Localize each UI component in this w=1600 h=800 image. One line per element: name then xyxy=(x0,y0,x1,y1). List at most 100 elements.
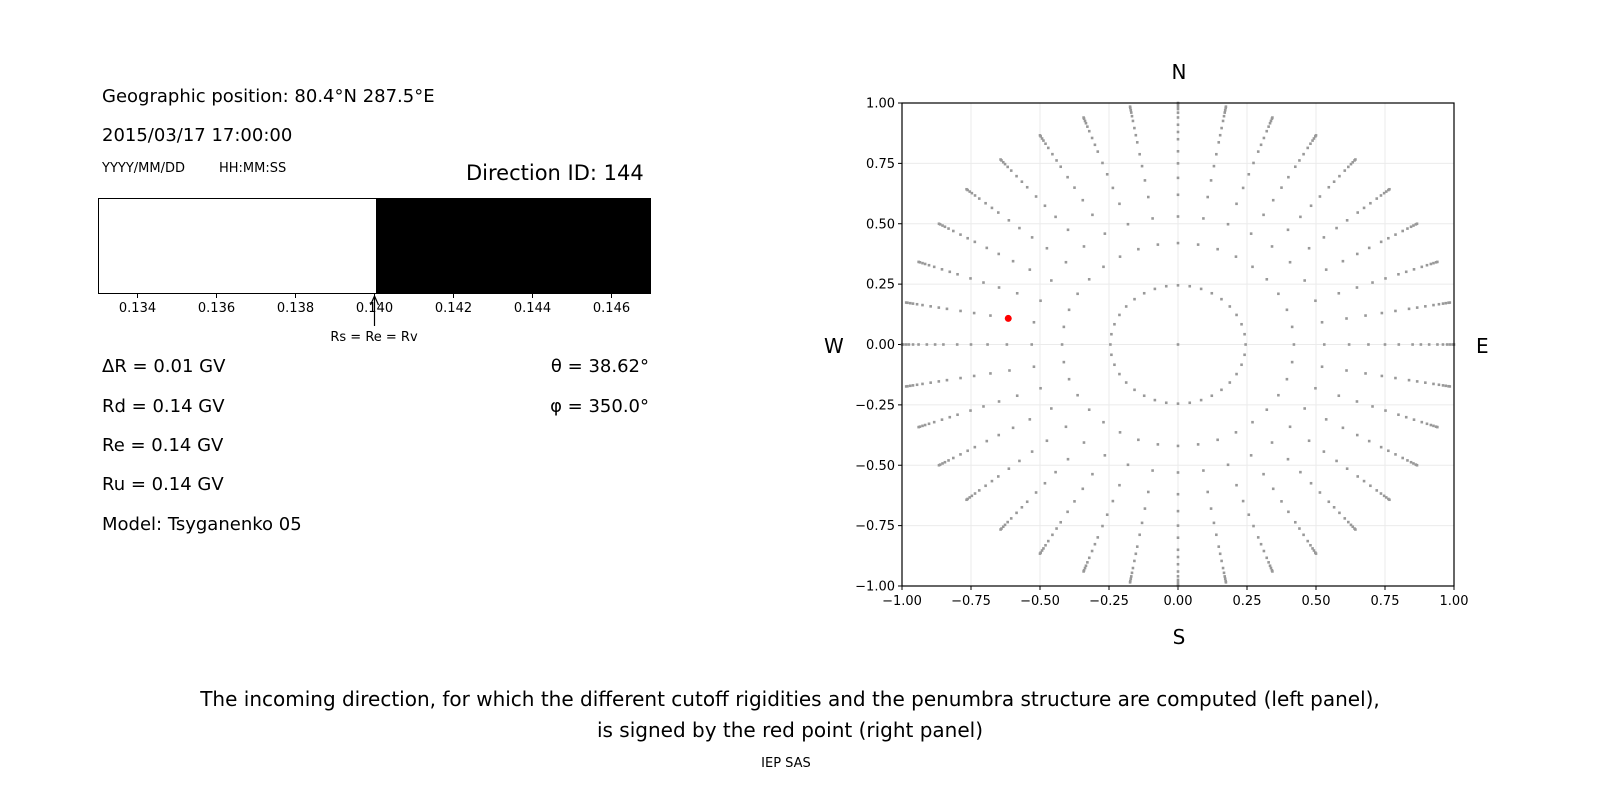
direction-point xyxy=(1303,407,1306,410)
direction-point xyxy=(1083,119,1087,123)
direction-point xyxy=(904,301,908,304)
direction-point xyxy=(1367,439,1371,443)
direction-point xyxy=(1176,116,1180,119)
direction-point xyxy=(1407,307,1411,311)
direction-point xyxy=(1268,564,1272,568)
direction-point xyxy=(917,260,920,264)
direction-point xyxy=(1244,343,1247,346)
direction-point xyxy=(986,343,989,346)
direction-point xyxy=(1054,470,1057,474)
direction-point xyxy=(1290,360,1294,364)
direction-point xyxy=(921,261,924,265)
direction-point xyxy=(1028,268,1032,271)
direction-point xyxy=(1369,484,1372,488)
direction-point xyxy=(941,462,944,465)
direction-point xyxy=(1133,126,1136,130)
direction-point xyxy=(1447,384,1450,388)
direction-point xyxy=(1322,450,1326,453)
plot-frame xyxy=(901,102,1455,587)
direction-point xyxy=(1032,365,1036,369)
direction-point xyxy=(1262,472,1265,476)
direction-point xyxy=(965,498,968,502)
direction-point xyxy=(1354,528,1357,531)
cutoff-label: Rs = Re = Rv xyxy=(330,330,418,345)
direction-point xyxy=(1176,524,1180,527)
direction-point xyxy=(1223,108,1227,112)
direction-point xyxy=(1285,308,1289,312)
direction-point xyxy=(911,343,915,346)
direction-point xyxy=(1432,424,1435,428)
direction-point xyxy=(1259,542,1263,546)
direction-point xyxy=(1164,284,1168,288)
allowed-segment xyxy=(99,199,376,293)
direction-point xyxy=(1235,372,1238,376)
direction-point xyxy=(1054,215,1057,219)
direction-point xyxy=(1436,343,1439,346)
delta-r: ΔR = 0.01 GV xyxy=(102,356,226,377)
caption-line-1: The incoming direction, for which the di… xyxy=(200,687,1380,711)
direction-point xyxy=(1176,536,1180,539)
direction-point xyxy=(1382,191,1386,195)
direction-point xyxy=(1082,570,1085,573)
direction-point xyxy=(1415,222,1419,226)
direction-point xyxy=(1176,107,1180,111)
direction-point xyxy=(1176,105,1180,108)
direction-point xyxy=(1311,547,1314,550)
direction-point xyxy=(1394,453,1397,456)
direction-point xyxy=(1216,438,1219,442)
direction-point xyxy=(959,233,962,236)
direction-point xyxy=(1320,365,1324,369)
direction-point xyxy=(1338,511,1341,515)
direction-point xyxy=(1209,507,1213,510)
direction-point xyxy=(908,301,912,305)
direction-point xyxy=(1064,260,1068,264)
direction-point xyxy=(947,227,950,230)
direction-point xyxy=(1176,402,1180,405)
direction-point xyxy=(1091,472,1094,476)
direction-point xyxy=(1447,301,1450,305)
direction-point xyxy=(1217,141,1221,144)
re-value: Re = 0.14 GV xyxy=(102,435,224,456)
direction-point xyxy=(915,383,919,387)
direction-point xyxy=(1347,165,1350,169)
direction-point xyxy=(1404,270,1408,274)
direction-point xyxy=(1409,460,1413,464)
direction-point xyxy=(1009,517,1013,520)
direction-point xyxy=(1314,386,1317,390)
direction-point xyxy=(1432,261,1435,265)
direction-point xyxy=(982,281,985,284)
direction-point xyxy=(1113,322,1116,326)
direction-point xyxy=(1129,575,1133,578)
direction-point xyxy=(1084,121,1088,125)
direction-point xyxy=(1287,175,1290,179)
direction-point xyxy=(1176,555,1180,559)
direction-point xyxy=(1249,454,1253,457)
direction-point xyxy=(1288,425,1292,429)
direction-point xyxy=(1086,125,1089,128)
direction-point xyxy=(917,343,920,346)
direction-point xyxy=(1351,160,1355,164)
direction-point xyxy=(1277,292,1280,296)
compass-west: W xyxy=(824,334,844,358)
direction-point xyxy=(969,409,972,412)
direction-point xyxy=(1217,545,1221,548)
direction-point xyxy=(1164,401,1168,405)
phi-value: φ = 350.0° xyxy=(550,396,649,417)
rd-value: Rd = 0.14 GV xyxy=(102,396,225,417)
direction-point xyxy=(1247,513,1251,517)
direction-point xyxy=(1411,343,1414,346)
direction-point xyxy=(1129,577,1133,581)
direction-point xyxy=(1226,463,1230,467)
direction-point xyxy=(1176,193,1180,197)
direction-point xyxy=(1268,121,1272,125)
direction-point xyxy=(1210,394,1214,398)
direction-point xyxy=(1349,162,1353,166)
direction-point xyxy=(1280,500,1283,503)
direction-point xyxy=(990,479,994,483)
direction-point xyxy=(1146,490,1150,494)
direction-point xyxy=(1265,129,1269,133)
date-format-label: YYYY/MM/DD xyxy=(102,161,185,176)
direction-point xyxy=(1288,260,1292,264)
direction-point xyxy=(937,380,941,383)
direction-point xyxy=(1128,581,1132,584)
